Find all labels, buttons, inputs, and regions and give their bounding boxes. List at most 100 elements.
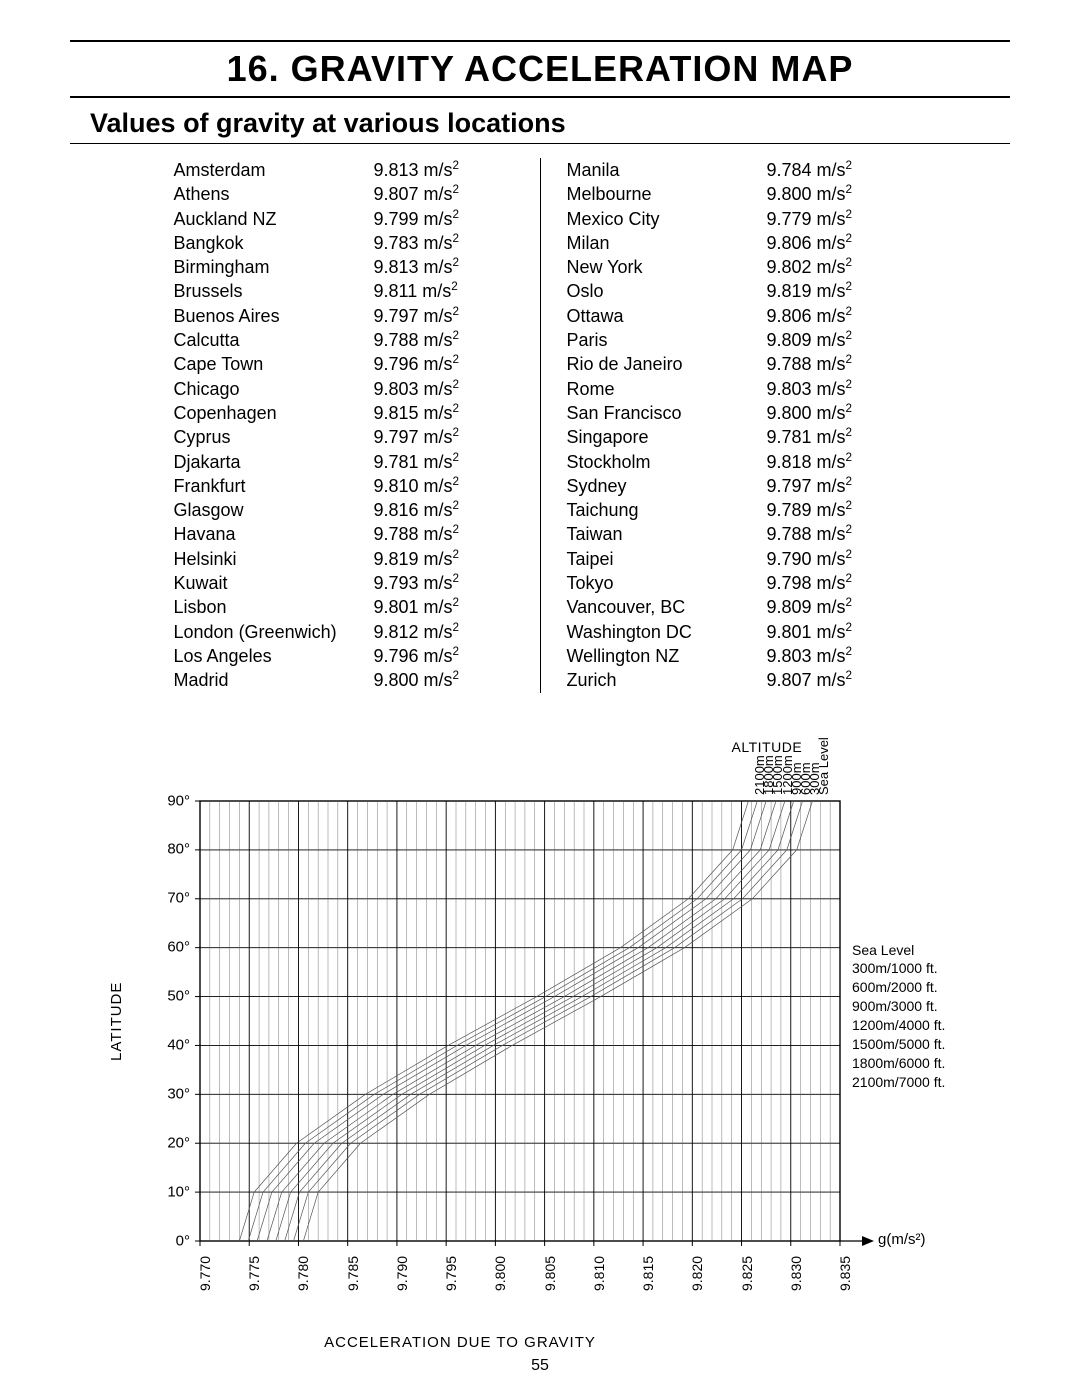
main-title: 16. GRAVITY ACCELERATION MAP — [70, 48, 1010, 90]
gravity-value-cell: 9.800 m/s2 — [767, 401, 907, 425]
city-cell: Copenhagen — [174, 401, 374, 425]
x-tick: 9.805 — [542, 1255, 558, 1290]
city-cell: Auckland NZ — [174, 207, 374, 231]
gravity-value-cell: 9.819 m/s2 — [767, 279, 907, 303]
city-cell: New York — [567, 255, 767, 279]
gravity-value-cell: 9.806 m/s2 — [767, 304, 907, 328]
city-cell: Milan — [567, 231, 767, 255]
city-cell: Glasgow — [174, 498, 374, 522]
right-value-column: 9.784 m/s29.800 m/s29.779 m/s29.806 m/s2… — [767, 158, 907, 693]
x-tick: 9.790 — [394, 1255, 410, 1290]
gravity-value-cell: 9.807 m/s2 — [374, 182, 514, 206]
gravity-value-cell: 9.806 m/s2 — [767, 231, 907, 255]
x-tick: 9.775 — [246, 1255, 262, 1290]
city-cell: Buenos Aires — [174, 304, 374, 328]
city-cell: Taiwan — [567, 522, 767, 546]
gravity-value-cell: 9.788 m/s2 — [767, 522, 907, 546]
legend-item: 1500m/5000 ft. — [852, 1035, 945, 1054]
gravity-value-cell: 9.793 m/s2 — [374, 571, 514, 595]
city-cell: Djakarta — [174, 450, 374, 474]
gravity-value-cell: 9.797 m/s2 — [767, 474, 907, 498]
legend-item: 2100m/7000 ft. — [852, 1073, 945, 1092]
x-tick: 9.830 — [788, 1255, 804, 1290]
city-cell: Kuwait — [174, 571, 374, 595]
gravity-value-cell: 9.801 m/s2 — [374, 595, 514, 619]
gravity-value-cell: 9.796 m/s2 — [374, 352, 514, 376]
gravity-value-cell: 9.798 m/s2 — [767, 571, 907, 595]
city-cell: Taichung — [567, 498, 767, 522]
gravity-value-cell: 9.783 m/s2 — [374, 231, 514, 255]
city-cell: Chicago — [174, 377, 374, 401]
x-tick: 9.825 — [739, 1255, 755, 1290]
city-cell: Bangkok — [174, 231, 374, 255]
gravity-value-cell: 9.810 m/s2 — [374, 474, 514, 498]
city-cell: Paris — [567, 328, 767, 352]
x-axis-caption: ACCELERATION DUE TO GRAVITY — [80, 1334, 840, 1351]
gravity-value-cell: 9.819 m/s2 — [374, 547, 514, 571]
page-number: 55 — [0, 1357, 1080, 1375]
city-cell: Los Angeles — [174, 644, 374, 668]
city-cell: Vancouver, BC — [567, 595, 767, 619]
city-cell: Helsinki — [174, 547, 374, 571]
x-tick: 9.780 — [295, 1255, 311, 1290]
city-cell: Madrid — [174, 668, 374, 692]
legend-item: 900m/3000 ft. — [852, 997, 945, 1016]
city-cell: Oslo — [567, 279, 767, 303]
gravity-value-cell: 9.812 m/s2 — [374, 620, 514, 644]
city-cell: Ottawa — [567, 304, 767, 328]
top-rule — [70, 40, 1010, 42]
city-cell: Zurich — [567, 668, 767, 692]
gravity-value-cell: 9.800 m/s2 — [374, 668, 514, 692]
city-cell: Rio de Janeiro — [567, 352, 767, 376]
city-cell: Wellington NZ — [567, 644, 767, 668]
legend-item: 1800m/6000 ft. — [852, 1054, 945, 1073]
gravity-value-cell: 9.815 m/s2 — [374, 401, 514, 425]
city-cell: Mexico City — [567, 207, 767, 231]
gravity-value-cell: 9.807 m/s2 — [767, 668, 907, 692]
gravity-value-cell: 9.809 m/s2 — [767, 595, 907, 619]
subtitle: Values of gravity at various locations — [90, 108, 1010, 139]
gravity-value-cell: 9.802 m/s2 — [767, 255, 907, 279]
city-cell: Brussels — [174, 279, 374, 303]
gravity-value-cell: 9.781 m/s2 — [767, 425, 907, 449]
gravity-value-cell: 9.797 m/s2 — [374, 304, 514, 328]
gravity-value-cell: 9.813 m/s2 — [374, 255, 514, 279]
x-tick: 9.815 — [640, 1255, 656, 1290]
city-cell: Cyprus — [174, 425, 374, 449]
gravity-value-cell: 9.788 m/s2 — [374, 522, 514, 546]
city-cell: San Francisco — [567, 401, 767, 425]
x-tick: 9.785 — [345, 1255, 361, 1290]
city-cell: London (Greenwich) — [174, 620, 374, 644]
gravity-value-cell: 9.803 m/s2 — [374, 377, 514, 401]
g-axis-label: g(m/s²) — [878, 1231, 926, 1248]
gravity-value-cell: 9.788 m/s2 — [767, 352, 907, 376]
gravity-value-cell: 9.801 m/s2 — [767, 620, 907, 644]
legend-item: 300m/1000 ft. — [852, 959, 945, 978]
x-tick: 9.810 — [591, 1255, 607, 1290]
city-cell: Cape Town — [174, 352, 374, 376]
city-cell: Stockholm — [567, 450, 767, 474]
city-cell: Frankfurt — [174, 474, 374, 498]
subtitle-rule — [70, 143, 1010, 144]
gravity-table: AmsterdamAthensAuckland NZBangkokBirming… — [130, 158, 950, 693]
city-cell: Taipei — [567, 547, 767, 571]
city-cell: Tokyo — [567, 571, 767, 595]
city-cell: Manila — [567, 158, 767, 182]
gravity-value-cell: 9.781 m/s2 — [374, 450, 514, 474]
x-tick: 9.795 — [443, 1255, 459, 1290]
city-cell: Melbourne — [567, 182, 767, 206]
gravity-value-cell: 9.789 m/s2 — [767, 498, 907, 522]
x-tick: 9.820 — [689, 1255, 705, 1290]
city-cell: Calcutta — [174, 328, 374, 352]
legend-item: 1200m/4000 ft. — [852, 1016, 945, 1035]
city-cell: Amsterdam — [174, 158, 374, 182]
city-cell: Athens — [174, 182, 374, 206]
gravity-value-cell: 9.811 m/s2 — [374, 279, 514, 303]
left-city-column: AmsterdamAthensAuckland NZBangkokBirming… — [174, 158, 374, 693]
gravity-value-cell: 9.816 m/s2 — [374, 498, 514, 522]
city-cell: Washington DC — [567, 620, 767, 644]
x-tick: 9.835 — [837, 1255, 853, 1290]
column-divider — [540, 158, 541, 693]
right-city-column: ManilaMelbourneMexico CityMilanNew YorkO… — [567, 158, 767, 693]
gravity-value-cell: 9.803 m/s2 — [767, 644, 907, 668]
